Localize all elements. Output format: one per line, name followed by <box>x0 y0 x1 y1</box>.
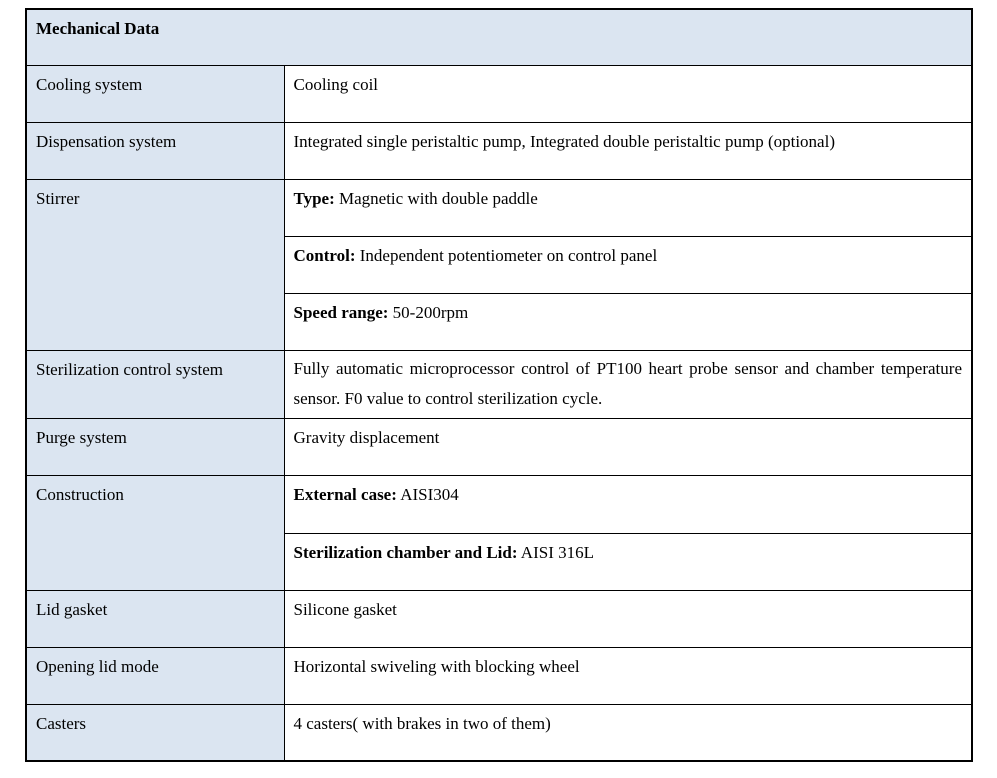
chamber-lid-key: Sterilization chamber and Lid: <box>293 542 518 562</box>
external-case-key: External case: <box>293 484 397 504</box>
row-value-cooling-system: Cooling coil <box>283 64 973 123</box>
table-row: Casters 4 casters( with brakes in two of… <box>25 703 973 762</box>
stirrer-type-key: Type: <box>293 188 335 208</box>
row-label-construction: Construction <box>25 474 285 591</box>
row-label-purge-system: Purge system <box>25 417 285 476</box>
row-value-opening-lid-mode: Horizontal swiveling with blocking wheel <box>283 646 973 705</box>
table-title: Mechanical Data <box>25 8 973 66</box>
row-value-casters: 4 casters( with brakes in two of them) <box>283 703 973 762</box>
row-label-casters: Casters <box>25 703 285 762</box>
chamber-lid-value: AISI 316L <box>517 542 594 562</box>
row-label-stirrer: Stirrer <box>25 178 285 351</box>
mechanical-data-table: Mechanical Data Cooling system Cooling c… <box>25 8 973 762</box>
table-row: Purge system Gravity displacement <box>25 417 973 476</box>
stirrer-speed-range-value: 50-200rpm <box>388 302 469 322</box>
table-row: Opening lid mode Horizontal swiveling wi… <box>25 646 973 705</box>
table-row: Dispensation system Integrated single pe… <box>25 121 973 180</box>
external-case-value: AISI304 <box>396 484 459 504</box>
table-row: Control: Independent potentiometer on co… <box>26 235 973 294</box>
row-value-construction-chamber-lid: Sterilization chamber and Lid: AISI 316L <box>283 532 973 591</box>
row-value-stirrer-type: Type: Magnetic with double paddle <box>283 178 973 237</box>
stirrer-type-value: Magnetic with double paddle <box>334 188 538 208</box>
row-value-purge-system: Gravity displacement <box>283 417 973 476</box>
row-value-sterilization-control-system: Fully automatic microprocessor control o… <box>283 349 973 419</box>
stirrer-speed-range-key: Speed range: <box>293 302 389 322</box>
row-value-lid-gasket: Silicone gasket <box>283 589 973 648</box>
stirrer-control-value: Independent potentiometer on control pan… <box>355 245 658 265</box>
table-row: Speed range: 50-200rpm <box>26 292 973 351</box>
table-row: Cooling system Cooling coil <box>25 64 973 123</box>
row-value-dispensation-system: Integrated single peristaltic pump, Inte… <box>283 121 973 180</box>
row-label-opening-lid-mode: Opening lid mode <box>25 646 285 705</box>
table-row: Sterilization chamber and Lid: AISI 316L <box>26 532 973 591</box>
table-row: Lid gasket Silicone gasket <box>25 589 973 648</box>
row-label-cooling-system: Cooling system <box>25 64 285 123</box>
table-row: Construction External case: AISI304 <box>25 474 973 591</box>
row-label-sterilization-control-system: Sterilization control system <box>25 349 285 419</box>
row-value-stirrer-speed-range: Speed range: 50-200rpm <box>283 292 973 351</box>
table-row: Sterilization control system Fully autom… <box>25 349 973 419</box>
row-label-lid-gasket: Lid gasket <box>25 589 285 648</box>
row-label-dispensation-system: Dispensation system <box>25 121 285 180</box>
stirrer-control-key: Control: <box>293 245 356 265</box>
table-header-row: Mechanical Data <box>25 8 973 66</box>
row-value-stirrer-control: Control: Independent potentiometer on co… <box>283 235 973 294</box>
table-row: Stirrer Type: Magnetic with double paddl… <box>25 178 973 351</box>
row-value-construction-external-case: External case: AISI304 <box>283 474 973 534</box>
